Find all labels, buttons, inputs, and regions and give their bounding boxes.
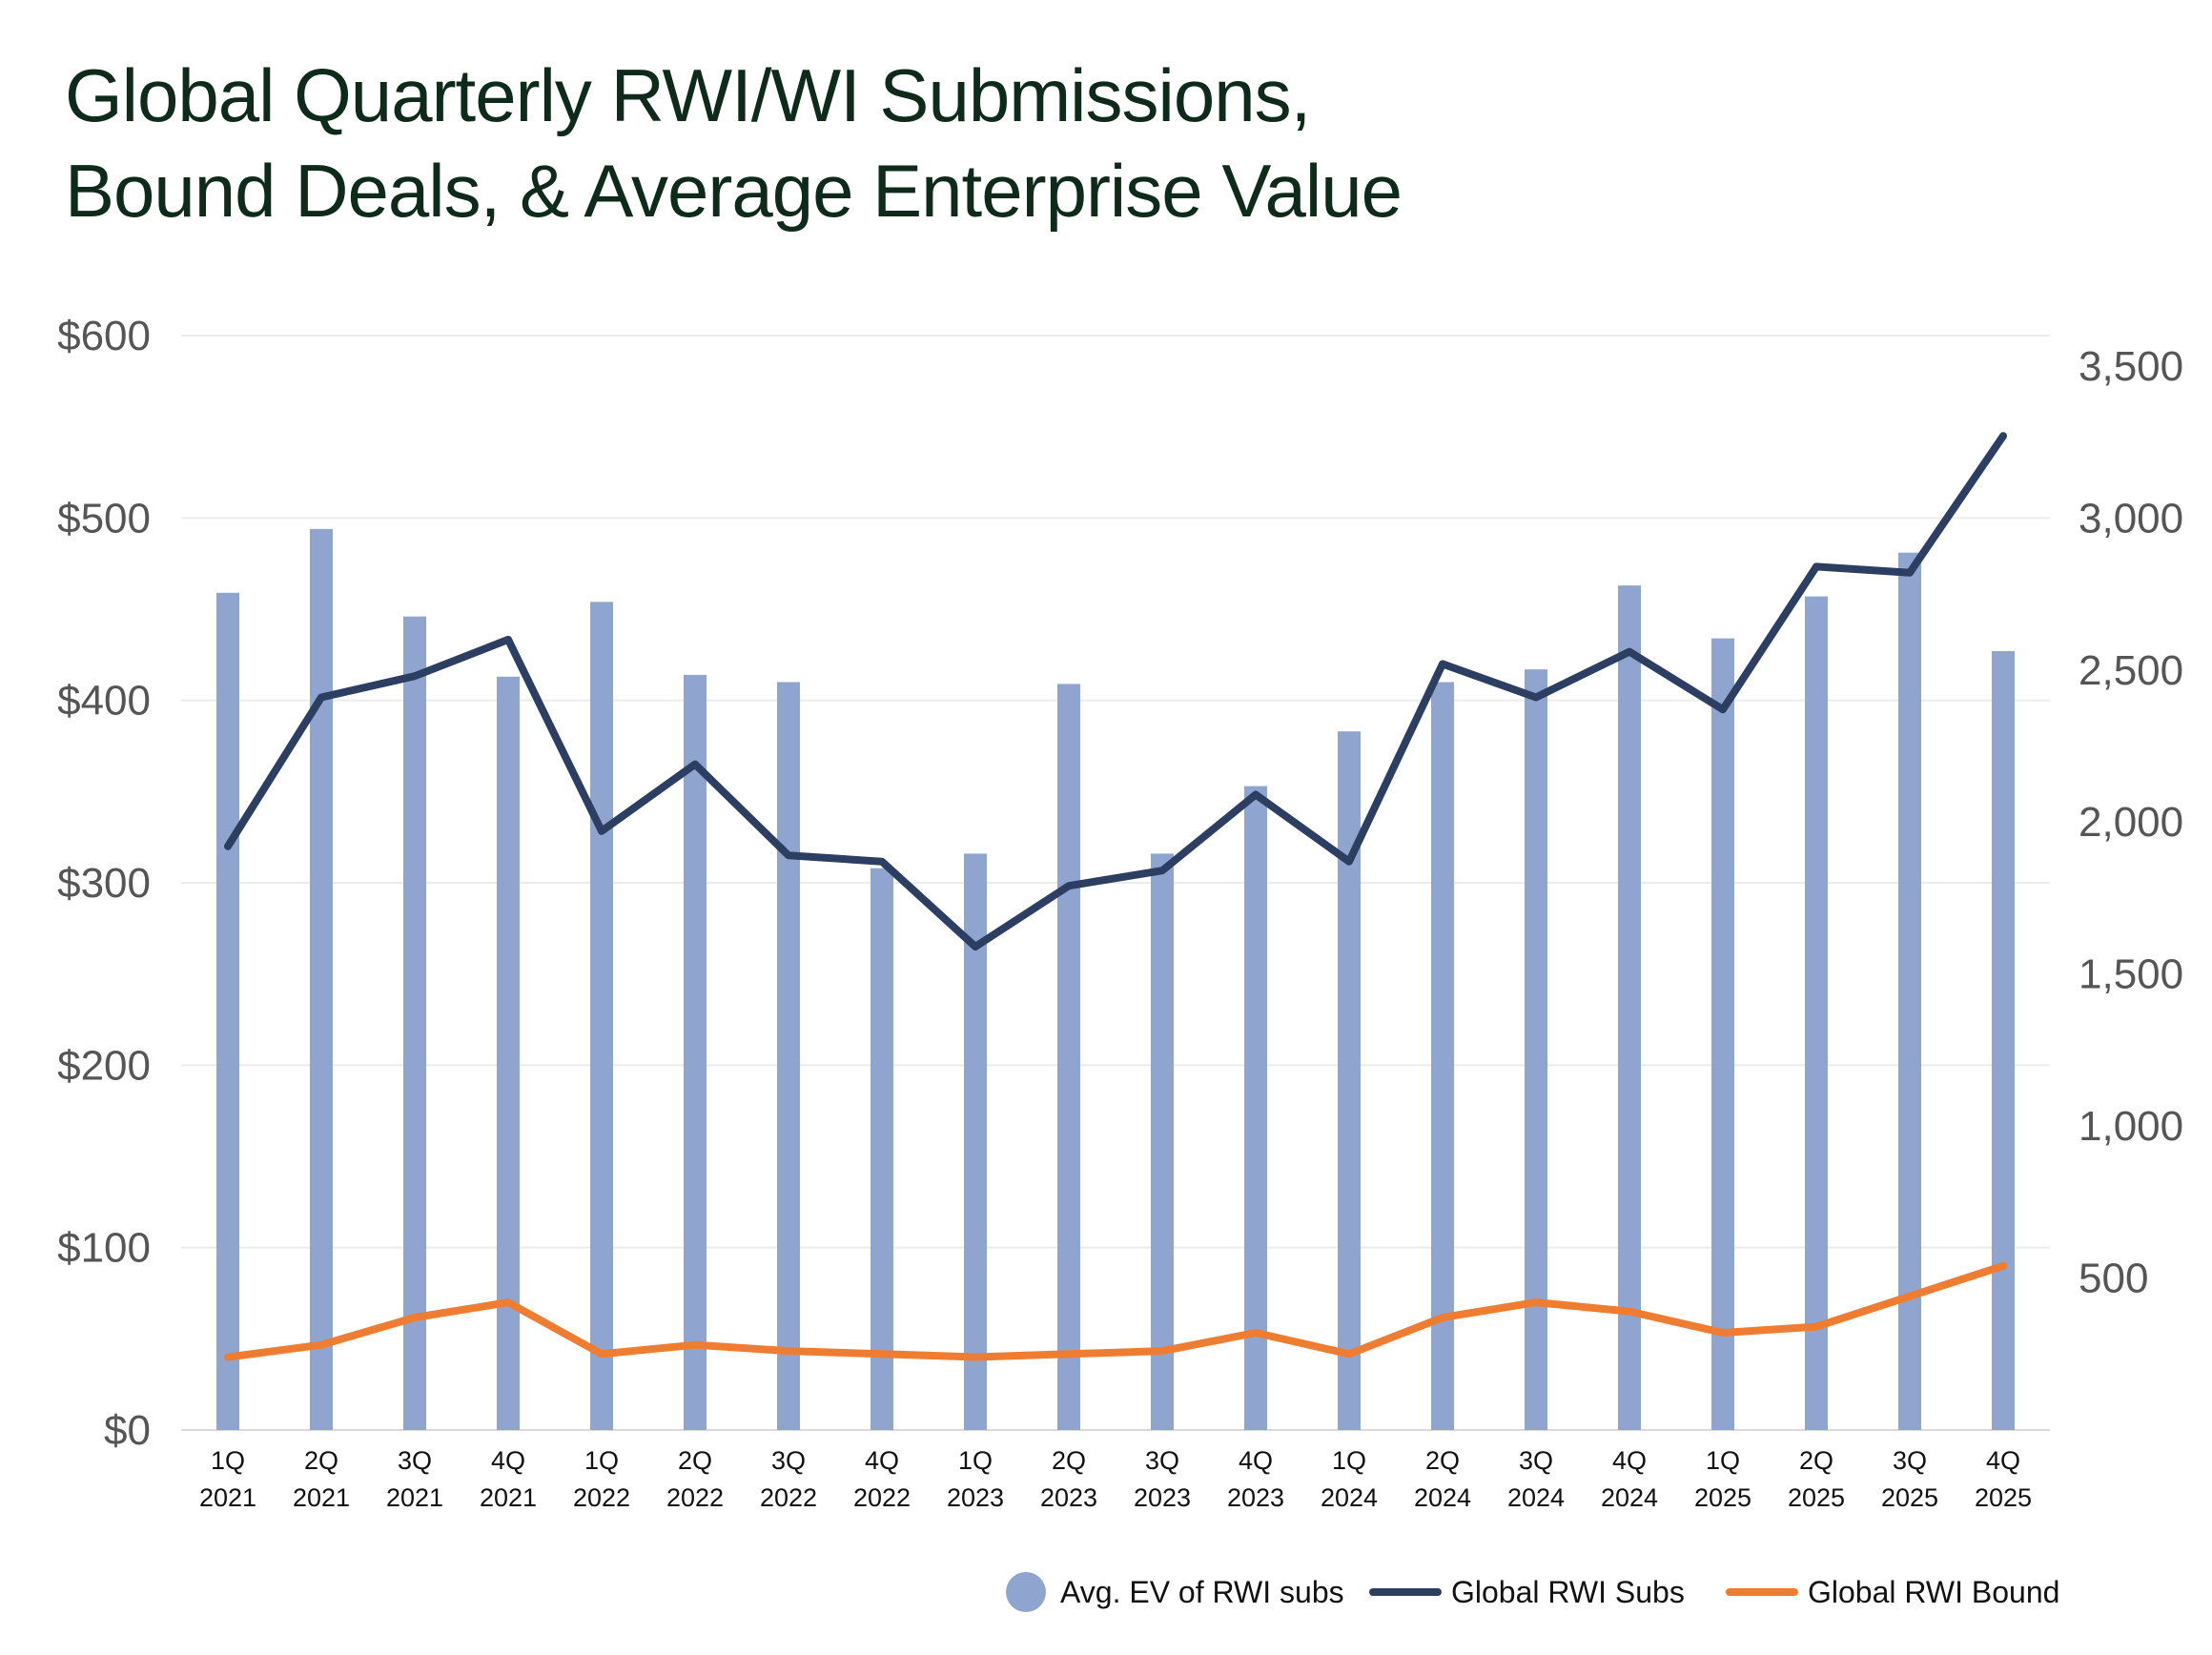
- x-axis-tick-label: 2022: [573, 1483, 630, 1512]
- bar: [1244, 786, 1267, 1430]
- x-axis-tick-label: 2025: [1694, 1483, 1751, 1512]
- bar: [1525, 669, 1547, 1430]
- x-axis-tick-label: 2021: [480, 1483, 537, 1512]
- bar: [1805, 596, 1828, 1430]
- x-axis-tick-label: 1Q: [211, 1446, 245, 1475]
- x-axis-tick-label: 1Q: [584, 1446, 619, 1475]
- left-axis-tick-label: $200: [57, 1042, 151, 1089]
- bar: [497, 676, 520, 1430]
- x-axis-tick-label: 2024: [1601, 1483, 1658, 1512]
- legend-label: Global RWI Bound: [1808, 1575, 2059, 1609]
- bar: [590, 602, 613, 1430]
- bar: [684, 674, 707, 1430]
- bar: [870, 868, 893, 1430]
- x-axis-tick-label: 2Q: [678, 1446, 712, 1475]
- chart-title: Global Quarterly RWI/WI Submissions, Bou…: [65, 48, 1403, 238]
- x-axis-tick-label: 2Q: [1425, 1446, 1460, 1475]
- left-axis-tick-label: $100: [57, 1225, 151, 1272]
- right-axis-tick-label: 500: [2079, 1256, 2148, 1302]
- x-axis-tick-label: 3Q: [771, 1446, 806, 1475]
- x-axis-tick-label: 2025: [1881, 1483, 1938, 1512]
- x-axis-tick-label: 2022: [853, 1483, 911, 1512]
- legend-swatch: [1006, 1572, 1046, 1612]
- bar: [1151, 853, 1174, 1430]
- x-axis-tick-label: 2024: [1414, 1483, 1471, 1512]
- x-axis-tick-label: 4Q: [1239, 1446, 1273, 1475]
- x-axis-tick-label: 4Q: [1986, 1446, 2020, 1475]
- right-axis-tick-label: 3,500: [2079, 343, 2183, 390]
- right-axis-tick-label: 2,000: [2079, 799, 2183, 846]
- bar: [1898, 552, 1921, 1430]
- x-axis-tick-label: 2023: [1040, 1483, 1097, 1512]
- bar: [403, 616, 426, 1430]
- x-axis-tick-label: 2021: [293, 1483, 350, 1512]
- right-axis-tick-label: 1,000: [2079, 1103, 2183, 1150]
- left-axis-tick-label: $500: [57, 495, 151, 541]
- x-axis-tick-label: 2025: [1975, 1483, 2032, 1512]
- x-axis-tick-label: 3Q: [398, 1446, 432, 1475]
- bar: [216, 592, 239, 1430]
- x-axis-tick-label: 2023: [1227, 1483, 1284, 1512]
- x-axis-tick-label: 2021: [199, 1483, 256, 1512]
- x-axis-tick-label: 2025: [1788, 1483, 1845, 1512]
- right-axis-tick-label: 3,000: [2079, 495, 2183, 541]
- right-axis-tick-label: 1,500: [2079, 951, 2183, 998]
- x-axis-tick-label: 2023: [1134, 1483, 1191, 1512]
- x-axis-tick-label: 3Q: [1145, 1446, 1179, 1475]
- x-axis-tick-label: 2Q: [304, 1446, 338, 1475]
- x-axis-tick-label: 2Q: [1052, 1446, 1086, 1475]
- x-axis-tick-label: 2Q: [1799, 1446, 1833, 1475]
- left-axis-tick-label: $300: [57, 860, 151, 907]
- x-axis-tick-label: 1Q: [1706, 1446, 1740, 1475]
- chart-title-line-2: Bound Deals, & Average Enterprise Value: [65, 149, 1403, 233]
- bar: [777, 682, 800, 1430]
- x-axis-tick-label: 4Q: [865, 1446, 899, 1475]
- right-axis-tick-label: 2,500: [2079, 647, 2183, 694]
- x-axis-tick-label: 1Q: [958, 1446, 993, 1475]
- x-axis-tick-label: 2022: [666, 1483, 724, 1512]
- x-axis-tick-label: 2023: [947, 1483, 1004, 1512]
- bar: [310, 528, 333, 1430]
- chart-title-line-1: Global Quarterly RWI/WI Submissions,: [65, 53, 1311, 137]
- x-axis-tick-label: 3Q: [1893, 1446, 1927, 1475]
- x-axis-tick-label: 2022: [760, 1483, 817, 1512]
- series-line-global-rwi-subs: [224, 432, 2007, 950]
- x-axis-tick-label: 1Q: [1332, 1446, 1366, 1475]
- x-axis-tick-label: 3Q: [1519, 1446, 1553, 1475]
- bar: [1431, 682, 1454, 1430]
- bar: [1711, 638, 1734, 1430]
- x-axis-tick-label: 2024: [1507, 1483, 1565, 1512]
- bar: [1057, 684, 1080, 1430]
- x-axis-tick-label: 4Q: [1612, 1446, 1647, 1475]
- x-axis-tick-label: 4Q: [491, 1446, 525, 1475]
- left-axis-tick-label: $400: [57, 678, 151, 725]
- left-axis-tick-label: $0: [104, 1407, 151, 1454]
- x-axis-tick-label: 2021: [386, 1483, 443, 1512]
- bar: [1618, 585, 1641, 1430]
- x-axis-tick-label: 2024: [1321, 1483, 1378, 1512]
- legend-label: Global RWI Subs: [1451, 1575, 1685, 1609]
- left-axis-tick-label: $600: [57, 313, 151, 359]
- legend-label: Avg. EV of RWI subs: [1060, 1575, 1344, 1609]
- series-line-global-rwi-bound: [224, 1261, 2007, 1361]
- bar: [1992, 651, 2015, 1430]
